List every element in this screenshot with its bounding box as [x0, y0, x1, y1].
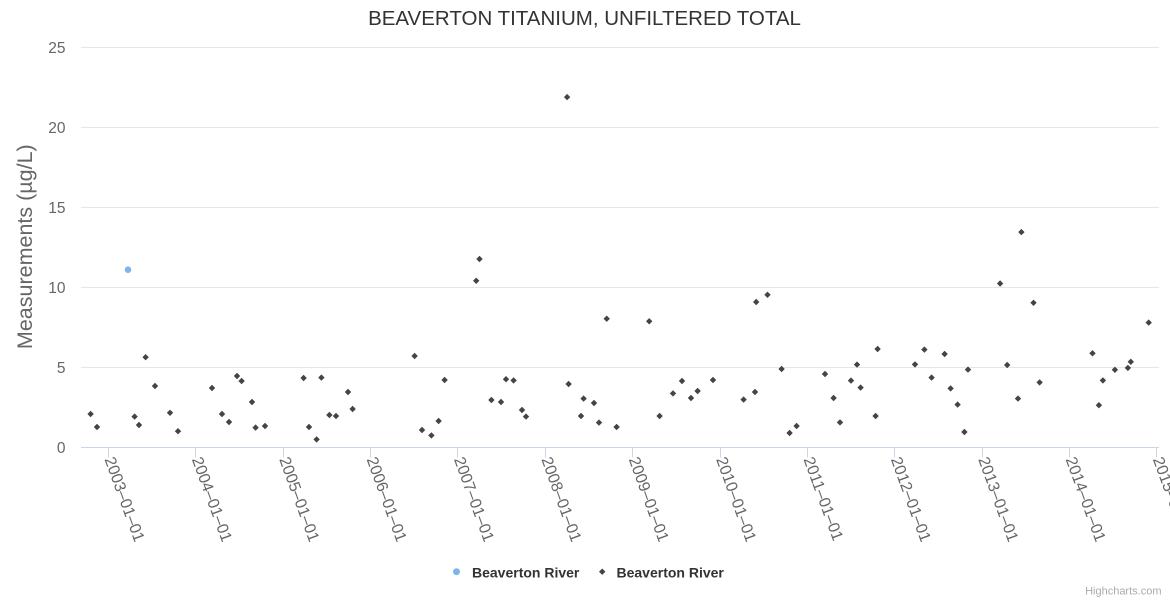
- svg-text:2013–01–01: 2013–01–01: [974, 455, 1020, 545]
- svg-text:2015–01–01: 2015–01–01: [1149, 455, 1170, 545]
- svg-text:2014–01–01: 2014–01–01: [1062, 455, 1108, 545]
- svg-text:2003–01–01: 2003–01–01: [101, 455, 147, 545]
- svg-text:BEAVERTON TITANIUM, UNFILTERED: BEAVERTON TITANIUM, UNFILTERED TOTAL: [368, 7, 801, 30]
- svg-text:20: 20: [48, 120, 66, 137]
- svg-text:2009–01–01: 2009–01–01: [625, 455, 671, 545]
- svg-text:25: 25: [48, 40, 65, 57]
- svg-text:10: 10: [48, 280, 66, 297]
- svg-text:5: 5: [57, 360, 66, 377]
- svg-text:Measurements (µg/L): Measurements (µg/L): [13, 144, 37, 349]
- svg-text:2004–01–01: 2004–01–01: [188, 455, 234, 545]
- svg-text:Beaverton River: Beaverton River: [472, 565, 580, 581]
- svg-text:2007–01–01: 2007–01–01: [450, 455, 496, 545]
- svg-text:2010–01–01: 2010–01–01: [712, 455, 758, 545]
- svg-text:2012–01–01: 2012–01–01: [887, 455, 933, 545]
- svg-text:2011–01–01: 2011–01–01: [800, 455, 846, 543]
- svg-text:0: 0: [57, 440, 66, 457]
- svg-text:15: 15: [48, 200, 65, 217]
- svg-text:2006–01–01: 2006–01–01: [363, 455, 409, 545]
- svg-text:Highcharts.com: Highcharts.com: [1085, 586, 1161, 598]
- svg-text:2005–01–01: 2005–01–01: [275, 455, 321, 545]
- svg-text:Beaverton River: Beaverton River: [617, 565, 725, 581]
- svg-text:2008–01–01: 2008–01–01: [537, 455, 583, 545]
